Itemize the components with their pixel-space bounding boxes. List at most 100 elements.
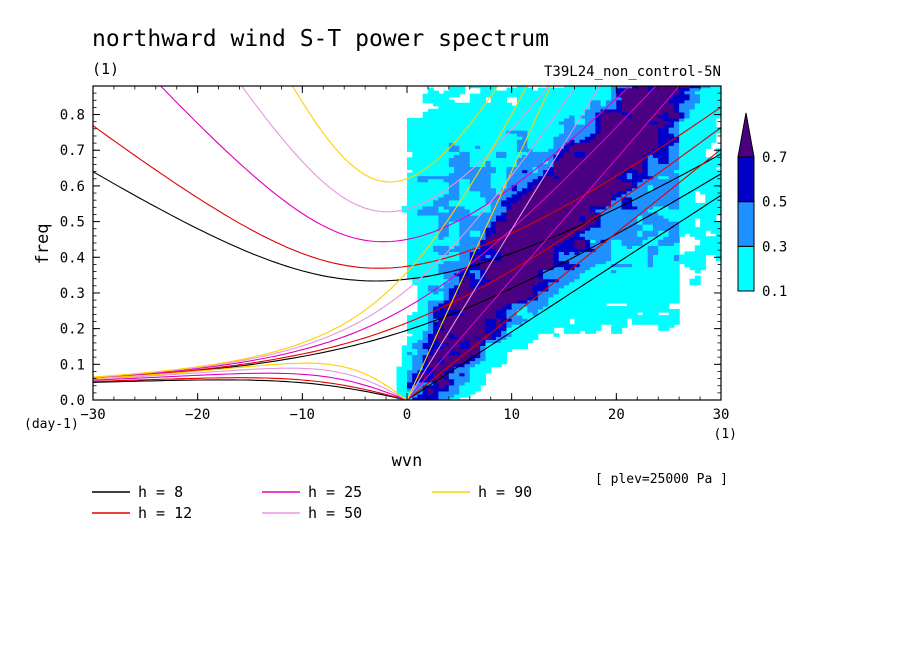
- power-cell: [469, 248, 476, 252]
- power-cell: [689, 154, 696, 158]
- power-cell: [658, 127, 665, 131]
- power-cell: [516, 139, 523, 143]
- power-cell: [679, 221, 685, 225]
- power-cell: [673, 236, 680, 240]
- power-cell: [605, 251, 612, 256]
- power-cell: [454, 111, 460, 116]
- power-cell: [475, 284, 481, 289]
- power-cell: [689, 260, 696, 265]
- power-cell: [407, 230, 413, 234]
- power-cell: [569, 181, 576, 186]
- power-cell: [475, 272, 481, 277]
- power-cell: [700, 221, 706, 225]
- power-cell: [485, 211, 492, 216]
- power-cell: [454, 299, 460, 304]
- power-cell: [490, 315, 497, 319]
- power-cell: [600, 148, 607, 152]
- power-cell: [495, 293, 502, 298]
- power-cell: [652, 166, 659, 171]
- power-cell: [652, 114, 659, 119]
- power-cell: [516, 315, 523, 319]
- power-cell: [443, 305, 450, 310]
- power-cell: [495, 184, 502, 189]
- power-cell: [516, 124, 523, 128]
- power-cell: [543, 208, 549, 213]
- power-cell: [480, 221, 487, 225]
- power-cell: [710, 205, 717, 210]
- power-cell: [469, 86, 476, 89]
- power-cell: [433, 315, 439, 319]
- power-cell: [454, 169, 460, 174]
- power-cell: [522, 117, 528, 122]
- power-cell: [501, 227, 508, 231]
- power-cell: [522, 287, 528, 292]
- power-cell: [501, 142, 508, 146]
- power-cell: [668, 108, 675, 113]
- power-cell: [412, 342, 419, 346]
- power-cell: [495, 339, 502, 343]
- power-cell: [443, 263, 450, 268]
- power-cell: [448, 142, 455, 146]
- power-cell: [438, 178, 445, 183]
- power-cell: [511, 196, 518, 201]
- power-cell: [616, 257, 623, 262]
- power-cell: [590, 242, 596, 246]
- power-cell: [407, 345, 413, 350]
- power-cell: [438, 327, 445, 331]
- power-cell: [590, 114, 596, 119]
- power-cell: [490, 136, 497, 140]
- power-cell: [427, 339, 434, 343]
- power-cell: [443, 181, 450, 186]
- power-cell: [490, 178, 497, 183]
- power-cell: [454, 93, 460, 98]
- power-cell: [637, 178, 644, 183]
- power-cell: [569, 127, 576, 131]
- power-cell: [412, 166, 419, 171]
- power-cell: [652, 196, 659, 201]
- power-cell: [516, 87, 523, 92]
- power-cell: [637, 166, 644, 171]
- power-cell: [537, 130, 544, 134]
- power-cell: [658, 257, 665, 262]
- power-cell: [475, 120, 481, 125]
- power-cell: [637, 145, 644, 149]
- power-cell: [700, 114, 706, 119]
- power-cell: [506, 87, 513, 92]
- power-cell: [495, 175, 502, 180]
- power-cell: [632, 133, 638, 137]
- power-cell: [574, 124, 581, 128]
- power-cell: [621, 127, 628, 131]
- power-cell: [516, 187, 523, 192]
- power-cell: [564, 324, 570, 328]
- power-cell: [516, 333, 523, 337]
- power-cell: [464, 163, 471, 168]
- power-cell: [611, 124, 617, 128]
- power-cell: [590, 214, 596, 219]
- power-cell: [527, 218, 534, 222]
- power-cell: [715, 151, 721, 155]
- power-cell: [501, 199, 508, 204]
- power-cell: [652, 257, 659, 262]
- power-cell: [537, 327, 544, 331]
- power-cell: [522, 105, 528, 110]
- power-cell: [412, 242, 419, 246]
- power-cell: [637, 218, 644, 222]
- power-cell: [469, 105, 476, 110]
- power-cell: [469, 369, 476, 374]
- power-cell: [464, 184, 471, 189]
- power-cell: [710, 127, 717, 131]
- power-cell: [495, 239, 502, 243]
- power-cell: [694, 169, 701, 174]
- power-cell: [558, 236, 565, 240]
- power-cell: [548, 169, 555, 174]
- power-cell: [700, 87, 706, 92]
- power-cell: [522, 145, 528, 149]
- power-cell: [522, 199, 528, 204]
- power-cell: [448, 193, 455, 198]
- power-cell: [475, 221, 481, 225]
- power-cell: [501, 302, 508, 307]
- power-cell: [427, 302, 434, 307]
- power-cell: [689, 166, 696, 171]
- power-cell: [564, 90, 570, 95]
- power-cell: [652, 96, 659, 101]
